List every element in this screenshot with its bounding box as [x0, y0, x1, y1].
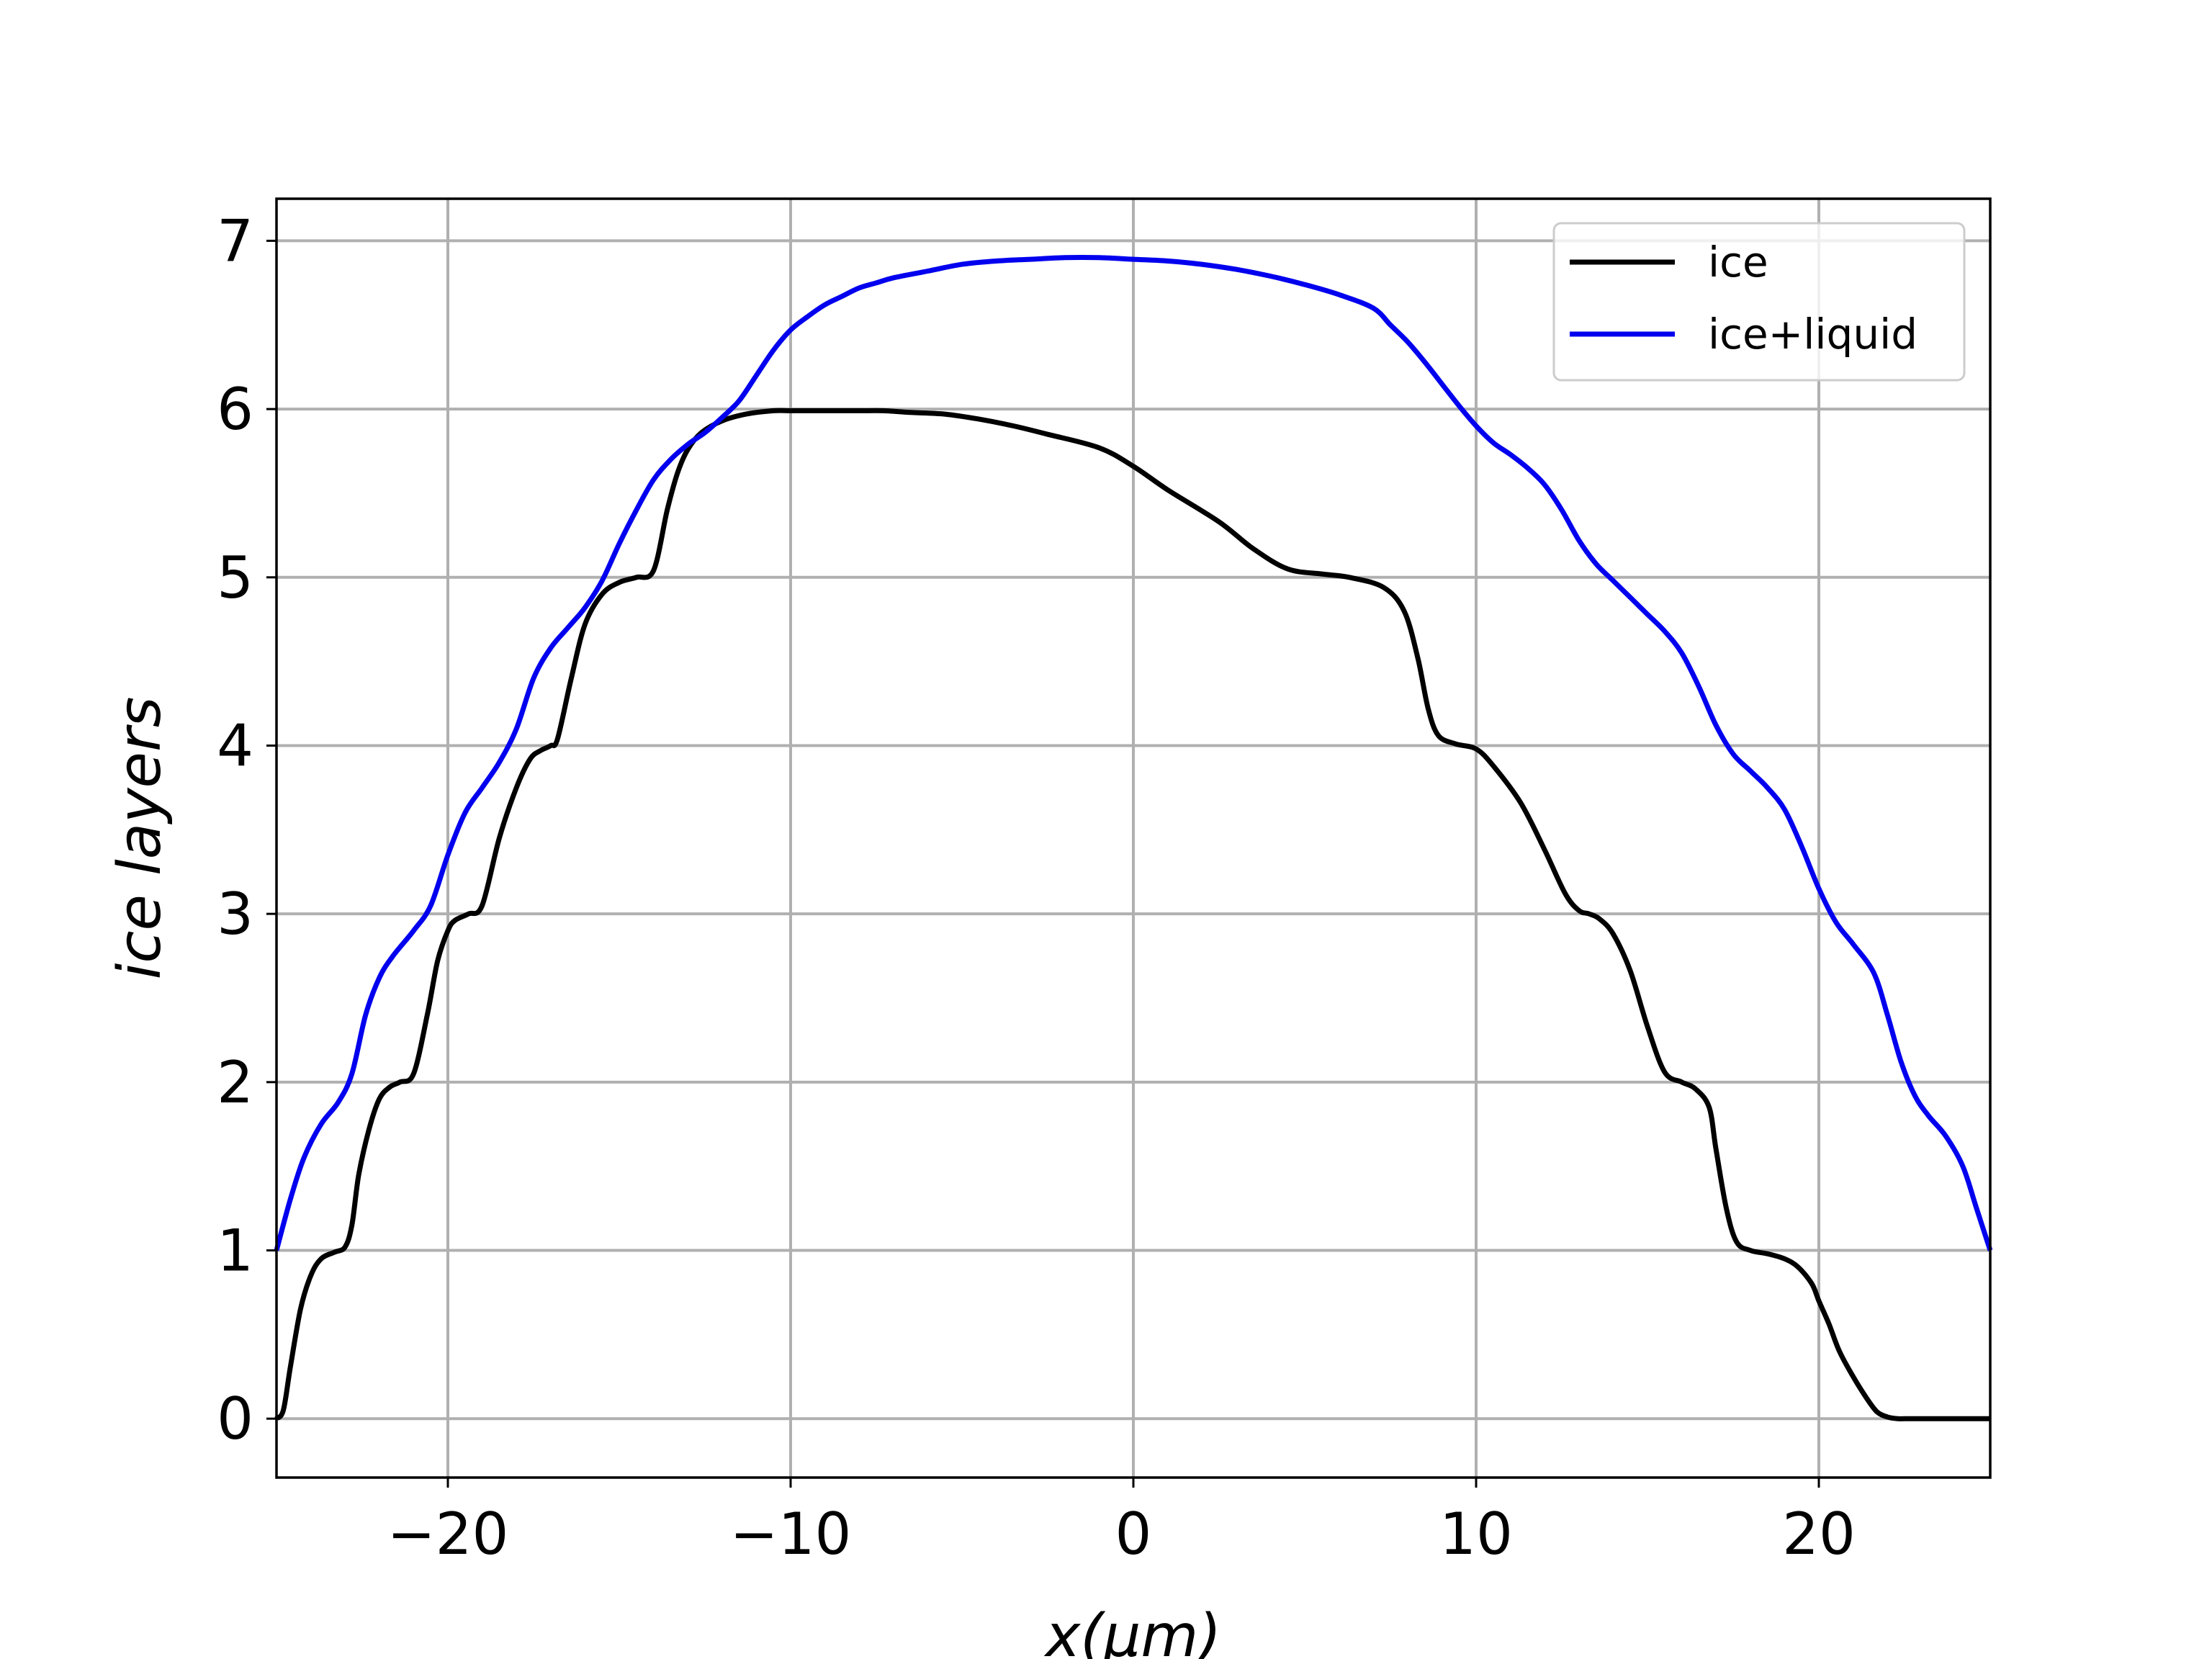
y-tick-label: 7	[217, 207, 253, 274]
x-tick-label: −20	[387, 1501, 509, 1568]
grid	[276, 199, 1990, 1478]
legend-label-ice-liquid: ice+liquid	[1708, 310, 1917, 359]
series-layer	[274, 255, 1993, 1421]
x-tick-label: 10	[1439, 1501, 1513, 1568]
x-tick-label: 20	[1782, 1501, 1856, 1568]
legend-label-ice: ice	[1708, 238, 1768, 287]
series-line-ice	[274, 408, 1990, 1421]
y-tick-label: 2	[217, 1049, 253, 1116]
legend: ice ice+liquid	[1552, 222, 1966, 382]
x-tick-label: −10	[730, 1501, 852, 1568]
y-tick-label: 4	[217, 712, 253, 779]
y-tick-label: 6	[217, 376, 253, 443]
y-tick-label: 0	[217, 1385, 253, 1452]
y-tick-label: 5	[217, 544, 253, 611]
series-line-ice-liquid	[274, 255, 1993, 1251]
ticks: −20 −10 0 10 20 0 1 2 3 4 5 6 7	[217, 207, 1856, 1568]
x-tick-label: 0	[1115, 1501, 1152, 1568]
y-tick-label: 1	[217, 1218, 253, 1285]
y-axis-title: ice layers	[106, 697, 174, 980]
y-tick-label: 3	[217, 881, 253, 948]
x-axis-title: x(μm)	[1043, 1602, 1222, 1659]
